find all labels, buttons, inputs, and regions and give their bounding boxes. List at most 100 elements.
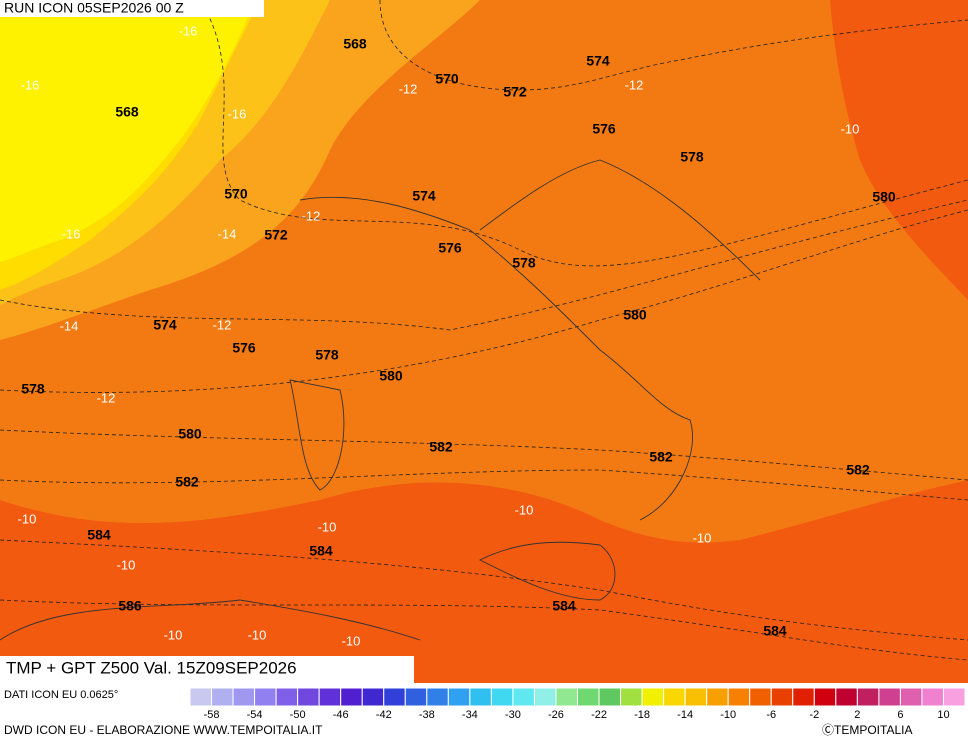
geopotential-label: 574	[153, 317, 177, 333]
legend-swatch	[921, 687, 944, 707]
temperature-label: -10	[18, 511, 37, 526]
geopotential-label: 586	[118, 598, 142, 614]
legend-swatch	[878, 687, 901, 707]
geopotential-label: 584	[552, 598, 576, 614]
legend-swatch	[899, 687, 923, 707]
geopotential-label: 584	[763, 623, 787, 639]
geopotential-label: 580	[379, 368, 403, 384]
legend-swatch	[318, 687, 342, 707]
contour-labels: 568 570 572 574 568 576 578 570 574 580 572 576 578 5…	[18, 23, 896, 648]
legend-swatch	[211, 687, 234, 707]
field-yellow	[0, 0, 255, 262]
source-label: DATI ICON EU 0.0625°	[4, 689, 118, 701]
brand-label: ⒸTEMPOITALIA	[822, 723, 912, 737]
temperature-label: -10	[164, 627, 183, 642]
geopotential-label: 578	[21, 381, 45, 397]
geopotential-label: 568	[115, 104, 139, 120]
temperature-label: -12	[399, 81, 418, 96]
legend-swatch	[598, 687, 622, 707]
legend-swatch	[533, 687, 557, 707]
color-legend: -58 -54 -50 -46 -42 -38 -34 -30 -26 -22 -18 -14 -10-…	[189, 687, 966, 721]
legend-swatch	[706, 687, 729, 707]
geopotential-label: 576	[592, 121, 616, 137]
legend-swatch	[340, 687, 363, 707]
coastlines	[0, 159, 761, 641]
legend-swatch	[361, 687, 385, 707]
legend-swatch	[275, 687, 299, 707]
geopotential-label: 568	[343, 36, 367, 52]
run-box	[0, 0, 264, 17]
legend-tick-label: 2	[854, 709, 860, 721]
temperature-label: -14	[218, 226, 237, 241]
geopotential-label: 572	[503, 84, 527, 100]
legend-swatch	[835, 687, 858, 707]
geopotential-label: 572	[264, 227, 288, 243]
temperature-label: -16	[228, 106, 247, 121]
legend-swatch	[770, 687, 794, 707]
temperature-label: -16	[21, 77, 40, 92]
temperature-label: -10	[515, 502, 534, 517]
legend-swatch	[254, 687, 277, 707]
field-red-orange	[0, 480, 968, 683]
legend-swatch	[555, 687, 579, 707]
legend-swatch	[663, 687, 686, 707]
legend-swatch	[577, 687, 600, 707]
legend-tick-label: -6	[766, 709, 776, 721]
legend-swatch	[749, 687, 772, 707]
legend-tick-label: -22	[591, 709, 607, 721]
geopotential-label: 578	[680, 149, 704, 165]
geopotential-label: 574	[412, 188, 436, 204]
temperature-label: -10	[342, 633, 361, 648]
legend-swatch	[447, 687, 471, 707]
geopotential-label: 582	[846, 462, 870, 478]
temperature-label: -16	[179, 23, 198, 38]
legend-swatch	[232, 687, 256, 707]
legend-tick-label: -18	[634, 709, 650, 721]
legend-tick-label: -14	[677, 709, 693, 721]
geopotential-label: 580	[178, 426, 202, 442]
legend-tick-label: -46	[333, 709, 349, 721]
legend-swatch	[813, 687, 837, 707]
geopotential-label: 576	[232, 340, 256, 356]
legend-swatch	[942, 687, 966, 707]
legend-tick-label: -30	[505, 709, 521, 721]
temperature-label: -10	[117, 557, 136, 572]
geopotential-label: 570	[435, 71, 459, 87]
legend-tick-label: 10	[937, 709, 949, 721]
legend-swatch	[792, 687, 815, 707]
legend-tick-label: -2	[809, 709, 819, 721]
legend-tick-label: 6	[897, 709, 903, 721]
legend-tick-label: -58	[204, 709, 220, 721]
temperature-label: -12	[97, 390, 116, 405]
temperature-label: -10	[841, 121, 860, 136]
field-red-orange-ne	[830, 0, 968, 300]
temperature-label: -10	[693, 530, 712, 545]
legend-swatch	[404, 687, 428, 707]
geopotential-label: 580	[623, 307, 647, 323]
contours	[0, 0, 968, 661]
geopotential-label: 582	[649, 449, 673, 465]
legend-tick-label: -42	[376, 709, 392, 721]
geopotential-label: 570	[224, 186, 248, 202]
legend-tick-label: -50	[290, 709, 306, 721]
legend-swatch	[297, 687, 320, 707]
legend-swatch	[856, 687, 880, 707]
legend-swatch	[490, 687, 514, 707]
legend-swatch	[469, 687, 492, 707]
map-title: TMP + GPT Z500 Val. 15Z09SEP2026	[6, 658, 297, 677]
legend-swatch	[426, 687, 449, 707]
geopotential-label: 576	[438, 240, 462, 256]
temperature-label: -16	[62, 226, 81, 241]
geopotential-label: 584	[309, 543, 333, 559]
legend-swatch	[727, 687, 751, 707]
legend-swatch	[641, 687, 665, 707]
legend-tick-label: -26	[548, 709, 564, 721]
temperature-label: -10	[318, 519, 337, 534]
legend-swatch	[383, 687, 406, 707]
temperature-label: -12	[625, 77, 644, 92]
legend-tick-label: -34	[462, 709, 478, 721]
temperature-label: -12	[302, 208, 321, 223]
geopotential-label: 580	[872, 189, 896, 205]
